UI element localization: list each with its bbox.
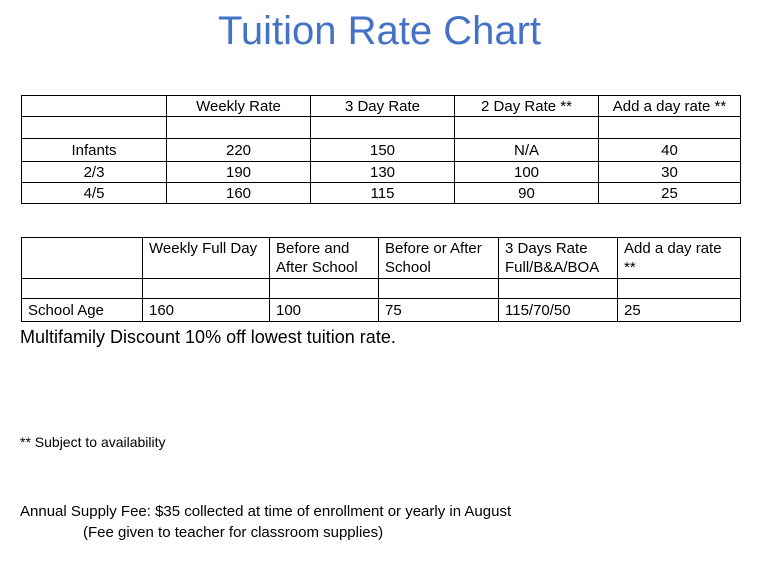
rate-cell: 160 [142,298,270,322]
rate-cell: 100 [454,161,599,183]
school-age-rate-table: Weekly Full Day Before and After School … [21,237,741,322]
column-header: 3 Day Rate [310,95,455,117]
table-row: 2/3 190 130 100 30 [21,161,741,183]
rate-cell: 40 [598,138,741,162]
table-header-row: Weekly Full Day Before and After School … [21,237,741,279]
table-row: School Age 160 100 75 115/70/50 25 [21,298,741,322]
table-row [21,278,741,299]
column-header: 2 Day Rate ** [454,95,599,117]
table-cell [310,116,455,139]
rate-cell: 30 [598,161,741,183]
rate-cell: 25 [598,182,741,204]
multifamily-discount-note: Multifamily Discount 10% off lowest tuit… [20,327,396,347]
table-row: Infants 220 150 N/A 40 [21,138,741,162]
rate-cell: 75 [378,298,499,322]
row-label: 2/3 [21,161,167,183]
table-row [21,116,741,139]
rate-cell: 100 [269,298,379,322]
rate-cell: 25 [617,298,741,322]
table-cell [269,278,379,299]
rate-cell: 150 [310,138,455,162]
rate-cell: 115 [310,182,455,204]
rate-cell: 220 [166,138,311,162]
rate-cell: N/A [454,138,599,162]
table-header-row: Weekly Rate 3 Day Rate 2 Day Rate ** Add… [21,95,741,117]
column-header: Add a day rate ** [617,237,741,279]
rate-cell: 190 [166,161,311,183]
table-cell [598,116,741,139]
page-title: Tuition Rate Chart [217,9,542,53]
table-row: 4/5 160 115 90 25 [21,182,741,204]
row-label: 4/5 [21,182,167,204]
table-cell [21,278,143,299]
rate-cell: 90 [454,182,599,204]
rate-cell: 130 [310,161,455,183]
availability-note: ** Subject to availability [20,434,166,450]
column-header [21,95,167,117]
column-header: Weekly Rate [166,95,311,117]
table-cell [454,116,599,139]
table-cell [617,278,741,299]
table-cell [378,278,499,299]
table-cell [21,116,167,139]
supply-fee-detail-note: (Fee given to teacher for classroom supp… [83,524,384,541]
column-header: Add a day rate ** [598,95,741,117]
table-cell [166,116,311,139]
table-cell [498,278,618,299]
column-header: Weekly Full Day [142,237,270,279]
rate-cell: 160 [166,182,311,204]
column-header: 3 Days Rate Full/B&A/BOA [498,237,618,279]
supply-fee-note: Annual Supply Fee: $35 collected at time… [20,503,512,520]
row-label: School Age [21,298,143,322]
infant-toddler-rate-table: Weekly Rate 3 Day Rate 2 Day Rate ** Add… [21,95,741,204]
rate-cell: 115/70/50 [498,298,618,322]
column-header: Before or After School [378,237,499,279]
column-header: Before and After School [269,237,379,279]
column-header [21,237,143,279]
row-label: Infants [21,138,167,162]
table-cell [142,278,270,299]
